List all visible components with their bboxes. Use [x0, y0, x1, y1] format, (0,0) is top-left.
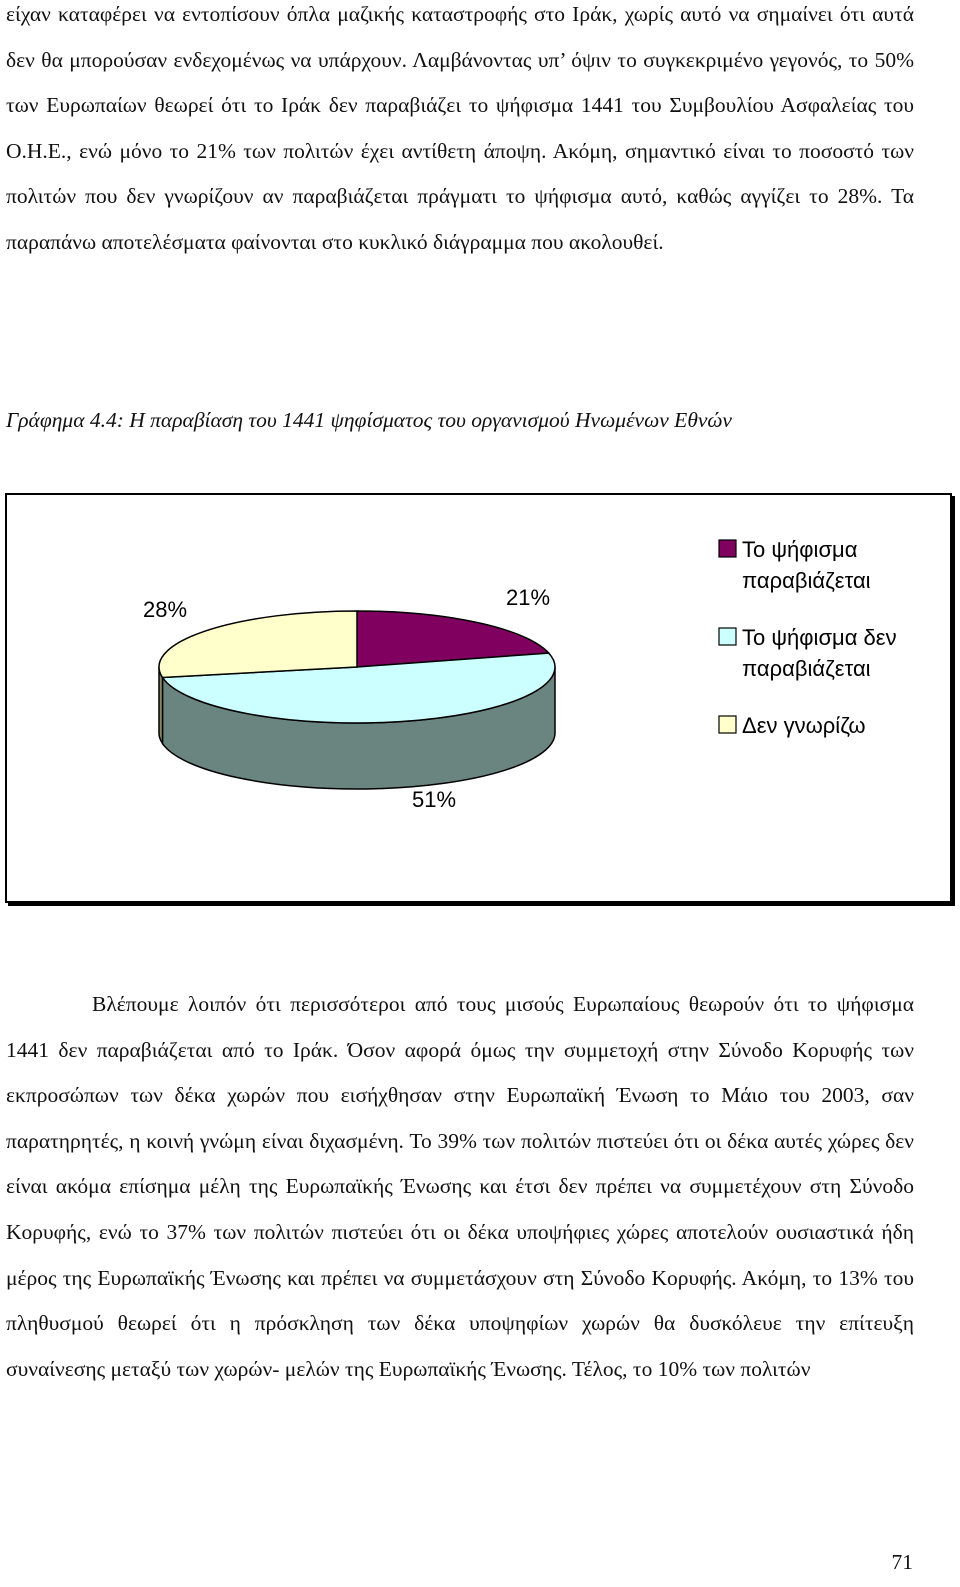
body-paragraph-2: Βλέπουμε λοιπόν ότι περισσότεροι από του… [6, 992, 914, 1381]
legend-swatch-1 [718, 627, 737, 646]
figure-caption: Γράφημα 4.4: Η παραβίαση του 1441 ψηφίσμ… [6, 408, 732, 432]
data-label-0: 21% [506, 585, 550, 610]
pie-chart-frame: 21% 51% 28% Το ψήφισμα παραβιάζεται Το ψήφισμ… [5, 493, 952, 903]
legend-label-2: Δεν γνωρίζω [742, 713, 866, 738]
pie-chart: 21% 51% 28% Το ψήφισμα παραβιάζεται Το ψήφισμ… [143, 537, 897, 812]
legend-swatch-0 [718, 539, 737, 558]
body-paragraph-1: είχαν καταφέρει να εντοπίσουν όπλα μαζικ… [6, 2, 914, 254]
pie-slice-2 [158, 610, 358, 679]
page-number: 71 [891, 1550, 914, 1574]
pie-side-2-0 [158, 666, 164, 746]
pie-slice-0 [356, 610, 551, 668]
legend-swatch-2 [718, 715, 737, 734]
legend-label-1: Το ψήφισμα δεν παραβιάζεται [742, 625, 897, 681]
data-label-1: 51% [412, 787, 456, 812]
legend-label-0: Το ψήφισμα παραβιάζεται [742, 537, 871, 593]
data-label-2: 28% [143, 597, 187, 622]
pie-slice-1 [161, 652, 556, 724]
